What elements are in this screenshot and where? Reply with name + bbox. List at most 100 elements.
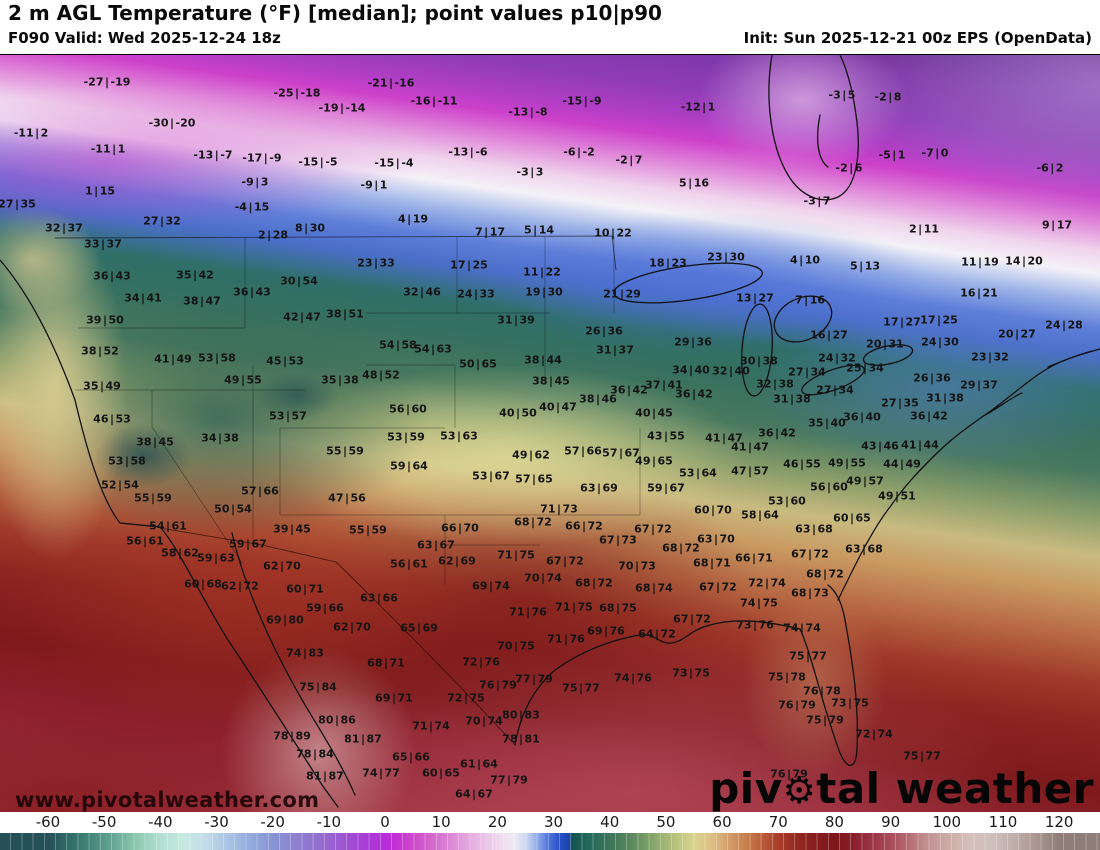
point-label: 17 | 25 bbox=[450, 258, 488, 272]
colorbar-tick-label: 60 bbox=[712, 813, 732, 831]
border-us-canada bbox=[54, 235, 617, 271]
point-label: 75 | 77 bbox=[789, 649, 827, 663]
point-label: 46 | 53 bbox=[93, 412, 131, 426]
lake-erie bbox=[801, 364, 865, 396]
point-label: 43 | 55 bbox=[647, 429, 685, 443]
point-label: 53 | 63 bbox=[440, 429, 478, 443]
point-label: 36 | 43 bbox=[93, 269, 131, 283]
point-label: 58 | 64 bbox=[741, 508, 779, 522]
point-label: 71 | 74 bbox=[412, 719, 450, 733]
point-label: -13 | -8 bbox=[508, 105, 548, 119]
coastline-baja bbox=[159, 526, 339, 808]
point-label: 10 | 22 bbox=[594, 226, 632, 240]
point-label: -2 | 6 bbox=[835, 161, 863, 175]
point-label: -15 | -4 bbox=[374, 156, 414, 170]
point-label: 17 | 25 bbox=[920, 313, 958, 327]
point-label: 70 | 73 bbox=[618, 559, 656, 573]
point-label: 49 | 65 bbox=[635, 454, 673, 468]
point-label: 27 | 34 bbox=[788, 365, 826, 379]
point-label: -16 | -11 bbox=[410, 94, 458, 108]
point-label: 19 | 30 bbox=[525, 285, 563, 299]
point-label: 26 | 36 bbox=[585, 324, 623, 338]
point-label: 68 | 73 bbox=[791, 586, 829, 600]
point-label: 55 | 59 bbox=[134, 491, 172, 505]
point-label: 37 | 41 bbox=[645, 378, 683, 392]
colorbar-tick-label: 20 bbox=[487, 813, 507, 831]
point-label: 38 | 45 bbox=[532, 374, 570, 388]
point-label: 38 | 52 bbox=[81, 344, 119, 358]
pivotal-weather-logo: piv⚙tal weather bbox=[709, 768, 1094, 810]
point-label: 53 | 64 bbox=[679, 466, 717, 480]
point-label: 69 | 71 bbox=[375, 691, 413, 705]
point-label: 46 | 55 bbox=[783, 457, 821, 471]
point-label: 62 | 72 bbox=[221, 579, 259, 593]
point-label: 36 | 43 bbox=[233, 285, 271, 299]
point-label: 2 | 11 bbox=[909, 222, 939, 236]
point-label: 35 | 49 bbox=[83, 379, 121, 393]
point-label: 60 | 71 bbox=[286, 582, 324, 596]
point-label: 62 | 69 bbox=[438, 554, 476, 568]
point-label: -11 | 2 bbox=[13, 126, 49, 140]
point-label: 27 | 35 bbox=[881, 396, 919, 410]
point-label: 17 | 27 bbox=[883, 315, 921, 329]
valid-time: F090 Valid: Wed 2025-12-24 18z bbox=[8, 29, 281, 47]
point-label: 70 | 74 bbox=[524, 571, 562, 585]
point-label: 42 | 47 bbox=[283, 310, 321, 324]
point-label: 38 | 44 bbox=[524, 353, 562, 367]
point-label: 58 | 62 bbox=[161, 546, 199, 560]
point-label: 34 | 38 bbox=[201, 431, 239, 445]
point-label: -12 | 1 bbox=[680, 100, 716, 114]
point-label: 5 | 13 bbox=[850, 259, 880, 273]
point-label: 20 | 27 bbox=[998, 327, 1036, 341]
point-label: 55 | 59 bbox=[326, 444, 364, 458]
colorbar-tick-label: 100 bbox=[932, 813, 962, 831]
point-label: 29 | 37 bbox=[960, 378, 998, 392]
point-label: -2 | 7 bbox=[615, 153, 643, 167]
point-label: 1 | 15 bbox=[85, 184, 115, 198]
watermark-url: www.pivotalweather.com bbox=[15, 788, 320, 812]
colorbar-tick-label: -50 bbox=[91, 813, 117, 831]
point-label: 53 | 59 bbox=[387, 430, 425, 444]
point-label: 54 | 61 bbox=[149, 519, 187, 533]
coastline-northeast bbox=[984, 350, 1093, 416]
point-label: 53 | 60 bbox=[768, 494, 806, 508]
point-label: 67 | 72 bbox=[634, 522, 672, 536]
point-label: 66 | 71 bbox=[735, 551, 773, 565]
point-label: 36 | 40 bbox=[843, 410, 881, 424]
point-label: 81 | 87 bbox=[344, 732, 382, 746]
map-canvas[interactable]: -27 | -19 -25 | -18 -19 | -14 -21 | -16 -16 | -11 -15 | -… bbox=[0, 55, 1100, 812]
point-label: 65 | 66 bbox=[392, 750, 430, 764]
point-label: 74 | 74 bbox=[783, 621, 821, 635]
point-label: 56 | 61 bbox=[126, 534, 164, 548]
point-label: 53 | 57 bbox=[269, 409, 307, 423]
point-label: 62 | 70 bbox=[263, 559, 301, 573]
point-label: 38 | 51 bbox=[326, 307, 364, 321]
point-label: 71 | 75 bbox=[497, 548, 535, 562]
point-label: 23 | 32 bbox=[971, 350, 1009, 364]
point-label: 36 | 42 bbox=[758, 426, 796, 440]
point-label: 56 | 61 bbox=[390, 557, 428, 571]
point-label: -4 | 15 bbox=[234, 200, 270, 214]
point-label: 43 | 46 bbox=[861, 439, 899, 453]
point-label: 45 | 53 bbox=[266, 354, 304, 368]
lake-michigan bbox=[741, 303, 773, 397]
point-label: 78 | 81 bbox=[502, 732, 540, 746]
point-label: 27 | 32 bbox=[143, 214, 181, 228]
point-label: -19 | -14 bbox=[318, 101, 366, 115]
coastline-gulf bbox=[514, 620, 801, 746]
point-label: 66 | 72 bbox=[565, 519, 603, 533]
point-label: 73 | 75 bbox=[672, 666, 710, 680]
point-label: 57 | 67 bbox=[602, 446, 640, 460]
point-label: 11 | 19 bbox=[961, 255, 999, 269]
point-label: 38 | 47 bbox=[183, 294, 221, 308]
point-label: 60 | 68 bbox=[184, 577, 222, 591]
point-label: 11 | 22 bbox=[523, 265, 561, 279]
point-label: 49 | 57 bbox=[846, 474, 884, 488]
point-label: -21 | -16 bbox=[367, 76, 415, 90]
colorbar-tick-label: -20 bbox=[260, 813, 285, 831]
point-label: 16 | 27 bbox=[810, 328, 848, 342]
point-label: 8 | 30 bbox=[295, 221, 325, 235]
point-label: -6 | -2 bbox=[563, 145, 595, 159]
point-label: 35 | 40 bbox=[808, 416, 846, 430]
point-label: 63 | 67 bbox=[417, 538, 455, 552]
